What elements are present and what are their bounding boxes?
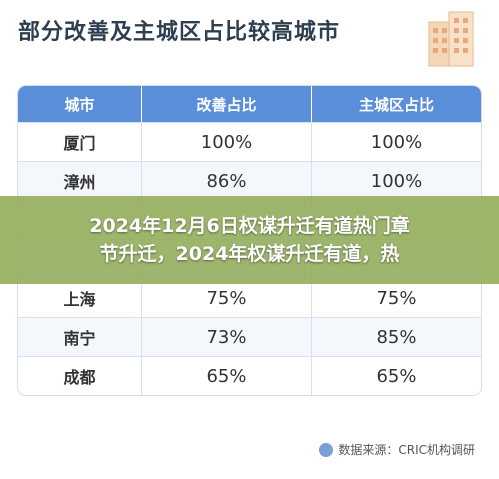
cell-improve: 100%: [142, 123, 312, 161]
headline-banner[interactable]: 2024年12月6日权谋升迁有道热门章 节升迁，2024年权谋升迁有道，热: [0, 196, 499, 284]
table-row: 南宁 73% 85%: [18, 317, 481, 356]
cell-city: 南宁: [18, 318, 142, 356]
cell-main: 85%: [376, 326, 417, 348]
table-row: 厦门 100% 100%: [18, 122, 481, 161]
cell-main: 65%: [376, 365, 417, 387]
cell-city: 厦门: [18, 123, 142, 161]
table-row: 成都 65% 65%: [18, 356, 481, 395]
table-row: 漳州 86% 100%: [18, 161, 481, 200]
table-header: 城市 改善占比 主城区占比: [18, 86, 481, 122]
cell-main: 75%: [376, 287, 417, 309]
column-header-city: 城市: [18, 86, 142, 122]
cell-main: 100%: [370, 170, 423, 192]
cell-city: 上海: [18, 279, 142, 317]
column-header-main: 主城区占比: [358, 95, 434, 114]
cell-improve: 75%: [142, 279, 312, 317]
column-header-improve: 改善占比: [142, 86, 312, 122]
cell-improve: 86%: [142, 162, 312, 200]
headline-line-1: 2024年12月6日权谋升迁有道热门章: [89, 215, 410, 237]
building-icon: [428, 11, 474, 67]
cell-improve: 73%: [142, 318, 312, 356]
cell-city: 漳州: [18, 162, 142, 200]
page-title: 部分改善及主城区占比较高城市: [18, 20, 341, 45]
cell-improve: 65%: [142, 357, 312, 395]
data-source: 数据来源：CRIC机构调研: [319, 441, 475, 458]
headline-line-2: 节升迁，2024年权谋升迁有道，热: [99, 243, 400, 265]
cric-logo-icon: [319, 442, 334, 457]
cell-main: 100%: [370, 131, 423, 153]
cell-city: 成都: [18, 357, 142, 395]
source-text: 数据来源：CRIC机构调研: [338, 443, 475, 457]
